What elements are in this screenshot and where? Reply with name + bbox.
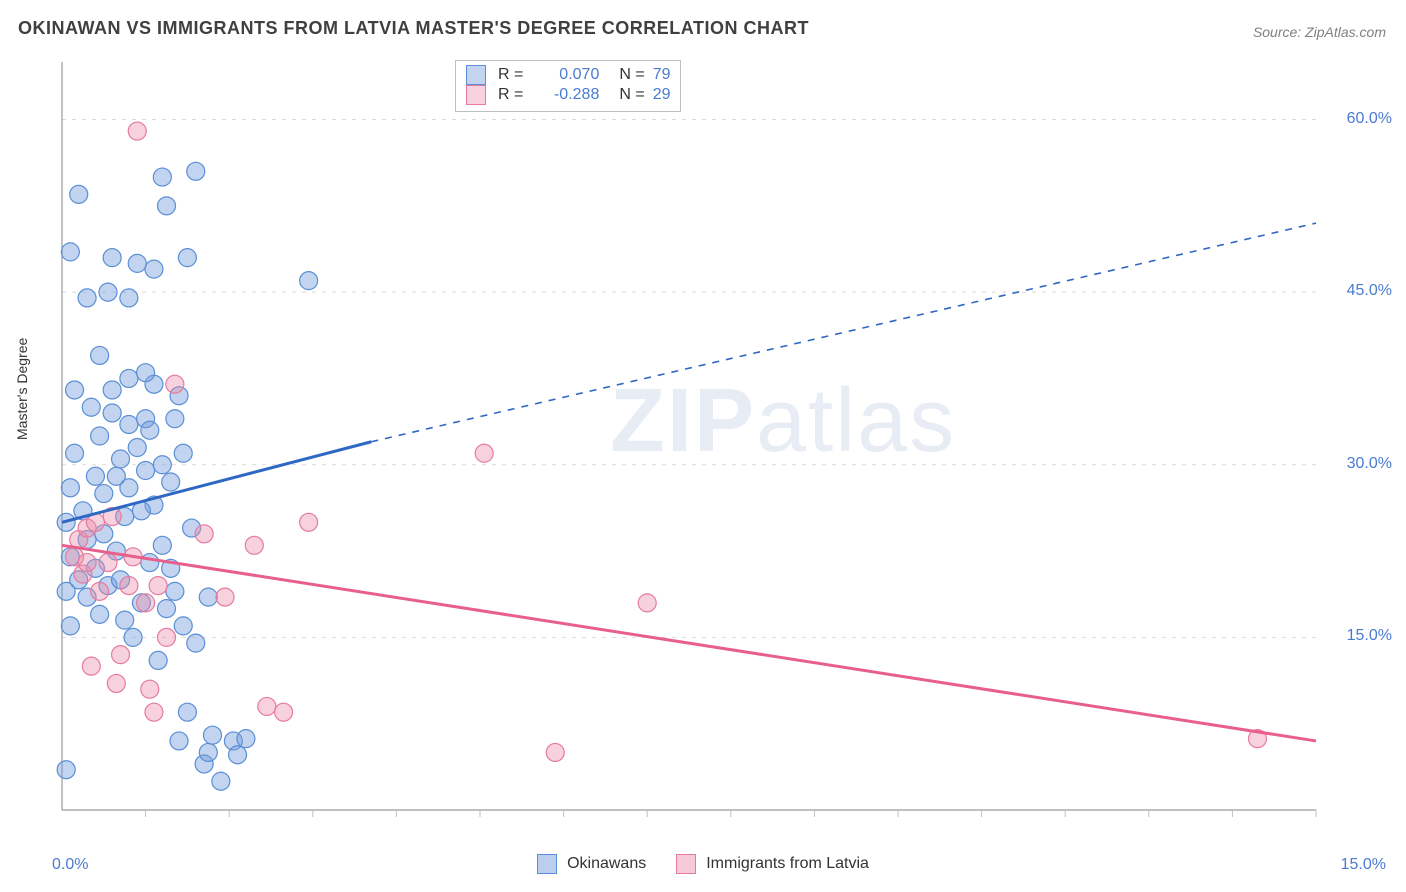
y-tick-label: 15.0% <box>1347 627 1392 645</box>
stats-r-label: R = <box>498 66 523 84</box>
legend-swatch-icon <box>676 854 696 874</box>
y-tick-label: 30.0% <box>1347 455 1392 473</box>
chart-container: OKINAWAN VS IMMIGRANTS FROM LATVIA MASTE… <box>0 0 1406 892</box>
stats-swatch-icon <box>466 85 486 105</box>
stats-row: R = -0.288 N = 29 <box>466 85 670 105</box>
legend-label: Immigrants from Latvia <box>706 855 869 873</box>
y-tick-label: 60.0% <box>1347 110 1392 128</box>
stats-n-label: N = <box>619 86 644 104</box>
stats-legend-box: R = 0.070 N = 79 R = -0.288 N = 29 <box>455 60 681 112</box>
stats-n-value: 79 <box>653 66 671 84</box>
series-legend: Okinawans Immigrants from Latvia <box>0 854 1406 874</box>
source-prefix: Source: <box>1253 24 1305 40</box>
stats-row: R = 0.070 N = 79 <box>466 65 670 85</box>
source-name: ZipAtlas.com <box>1305 24 1386 40</box>
source-attribution: Source: ZipAtlas.com <box>1253 24 1386 40</box>
legend-swatch-icon <box>537 854 557 874</box>
y-axis-label: Master's Degree <box>14 338 30 440</box>
stats-r-label: R = <box>498 86 523 104</box>
stats-n-value: 29 <box>653 86 671 104</box>
legend-item-okinawans: Okinawans <box>537 854 646 874</box>
chart-title: OKINAWAN VS IMMIGRANTS FROM LATVIA MASTE… <box>18 18 809 39</box>
legend-item-latvia: Immigrants from Latvia <box>676 854 869 874</box>
legend-label: Okinawans <box>567 855 646 873</box>
stats-swatch-icon <box>466 65 486 85</box>
stats-n-label: N = <box>619 66 644 84</box>
stats-r-value: 0.070 <box>531 66 599 84</box>
y-tick-label: 45.0% <box>1347 282 1392 300</box>
scatter-plot <box>56 56 1376 846</box>
stats-r-value: -0.288 <box>531 86 599 104</box>
